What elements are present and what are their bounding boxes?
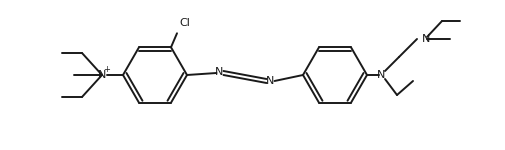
Text: N: N: [377, 70, 385, 80]
Text: N: N: [422, 34, 430, 44]
Text: N: N: [215, 67, 224, 77]
Text: Cl: Cl: [179, 18, 190, 28]
Text: N: N: [266, 76, 275, 86]
Text: N: N: [98, 70, 106, 80]
Text: +: +: [104, 64, 111, 74]
